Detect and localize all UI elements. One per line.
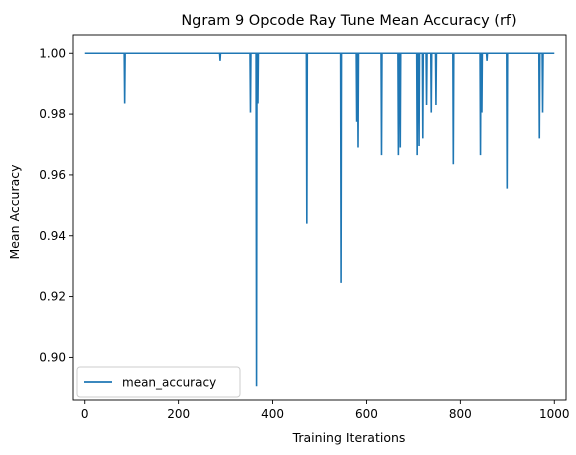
y-axis-title: Mean Accuracy (7, 164, 22, 260)
x-tick-label: 400 (261, 407, 284, 421)
legend-box (76, 366, 241, 398)
series-line-mean-accuracy (84, 52, 555, 387)
y-tick-label: 0.96 (39, 168, 66, 182)
plot-area (72, 34, 567, 401)
y-tick-label: 0.90 (39, 350, 66, 364)
x-tick-label: 600 (355, 407, 378, 421)
x-axis-ticks: 0 200 400 600 800 1000 (81, 400, 570, 421)
y-axis-ticks: 0.90 0.92 0.94 0.96 0.98 1.00 (39, 46, 73, 364)
y-tick-label: 1.00 (39, 46, 66, 60)
x-tick-label: 1000 (539, 407, 570, 421)
y-tick-label: 0.92 (39, 290, 66, 304)
y-tick-label: 0.98 (39, 107, 66, 121)
legend-label: mean_accuracy (122, 376, 216, 390)
legend: mean_accuracy (76, 366, 241, 398)
x-tick-label: 800 (449, 407, 472, 421)
x-axis-title: Training Iterations (292, 430, 406, 445)
y-tick-label: 0.94 (39, 229, 66, 243)
axes-frame (72, 34, 567, 401)
chart-title: Ngram 9 Opcode Ray Tune Mean Accuracy (r… (181, 13, 516, 29)
x-tick-label: 0 (81, 407, 89, 421)
x-tick-label: 200 (167, 407, 190, 421)
